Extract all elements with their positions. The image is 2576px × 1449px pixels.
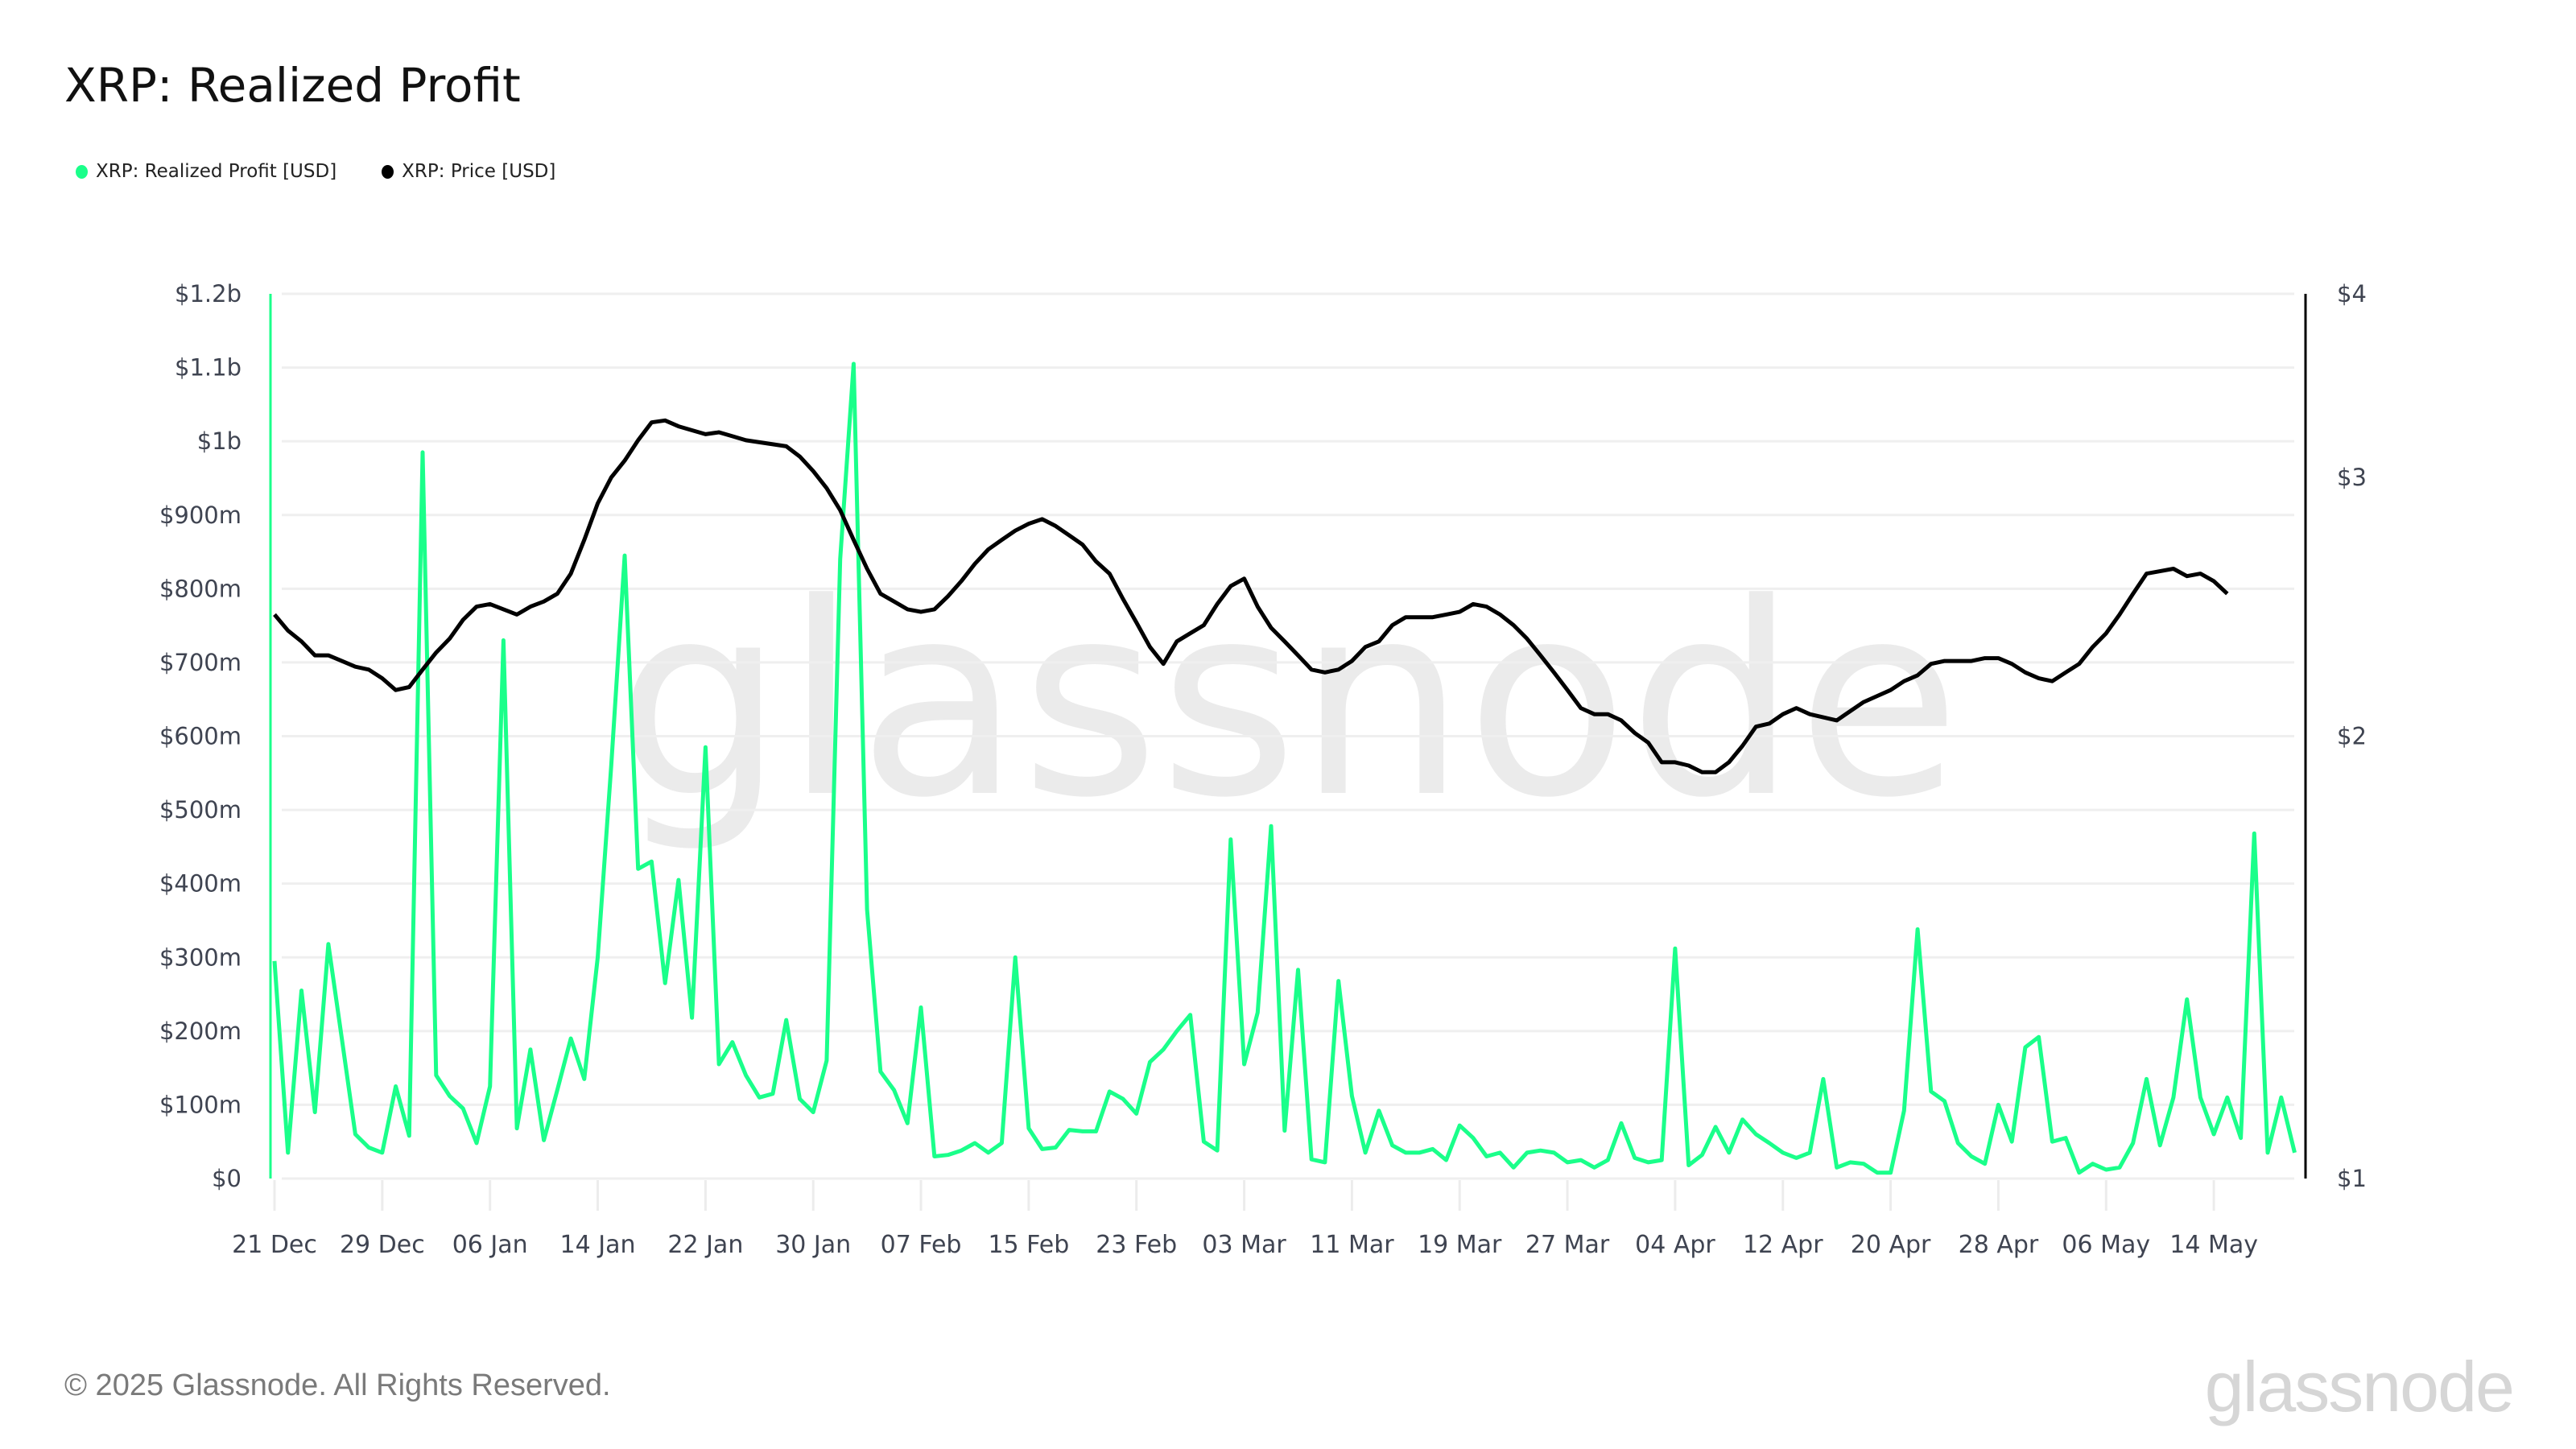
legend-label: XRP: Price [USD] (402, 161, 556, 182)
y-axis-left: $0 $100m $200m $300m $400m $500m $600m $700m $80… (159, 280, 272, 1192)
x-tick-label: 20 Apr (1851, 1231, 1931, 1259)
y2-tick-label: $1 (2337, 1165, 2367, 1192)
y-tick-label: $100m (159, 1091, 242, 1118)
gridlines (282, 292, 2294, 1180)
x-tick-label: 27 Mar (1525, 1231, 1610, 1259)
y-tick-label: $400m (159, 870, 242, 898)
legend-item-price[interactable]: XRP: Price [USD] (382, 161, 555, 182)
y2-tick-label: $3 (2337, 464, 2367, 491)
x-tick-label: 07 Feb (881, 1231, 962, 1259)
y-tick-label: $200m (159, 1018, 242, 1045)
y-tick-label: $1.1b (175, 354, 242, 382)
copyright-text: © 2025 Glassnode. All Rights Reserved. (64, 1368, 611, 1402)
x-tick-label: 06 May (2062, 1231, 2150, 1259)
legend: XRP: Realized Profit [USD] XRP: Price [U… (76, 161, 555, 182)
x-tick-label: 06 Jan (452, 1231, 528, 1259)
legend-label: XRP: Realized Profit [USD] (96, 161, 337, 182)
x-tick-label: 15 Feb (988, 1231, 1069, 1259)
x-tick-label: 22 Jan (667, 1231, 743, 1259)
x-tick-label: 03 Mar (1202, 1231, 1286, 1259)
legend-dot-icon (76, 164, 88, 179)
y-tick-label: $300m (159, 943, 242, 971)
x-tick-label: 14 Jan (560, 1231, 636, 1259)
legend-dot-icon (382, 164, 394, 179)
y-tick-label: $900m (159, 502, 242, 529)
y-tick-label: $800m (159, 575, 242, 602)
x-tick-label: 12 Apr (1743, 1231, 1823, 1259)
x-tick-label: 14 May (2169, 1231, 2258, 1259)
price-line[interactable] (273, 418, 2229, 774)
y-tick-label: $1.2b (175, 280, 242, 308)
x-tick-label: 29 Dec (340, 1231, 425, 1259)
chart-title: XRP: Realized Profit (64, 58, 521, 113)
x-axis: 21 Dec 29 Dec 06 Jan 14 Jan 22 Jan 30 Jan 07 F… (232, 1180, 2258, 1259)
y-tick-label: $0 (212, 1165, 242, 1192)
legend-item-realized-profit[interactable]: XRP: Realized Profit [USD] (76, 161, 336, 182)
x-tick-label: 30 Jan (775, 1231, 851, 1259)
y-tick-label: $500m (159, 796, 242, 824)
x-tick-label: 11 Mar (1310, 1231, 1394, 1259)
realized-profit-line[interactable] (272, 361, 2297, 1175)
x-tick-label: 28 Apr (1959, 1231, 2039, 1259)
x-tick-label: 19 Mar (1418, 1231, 1502, 1259)
x-tick-label: 04 Apr (1635, 1231, 1715, 1259)
x-tick-label: 23 Feb (1096, 1231, 1177, 1259)
x-tick-label: 21 Dec (232, 1231, 317, 1259)
y-tick-label: $700m (159, 649, 242, 676)
y-tick-label: $600m (159, 723, 242, 750)
y2-tick-label: $2 (2337, 723, 2367, 750)
glassnode-logo: glassnode (2204, 1347, 2515, 1426)
y2-tick-label: $4 (2337, 280, 2367, 308)
y-tick-label: $1b (197, 427, 242, 455)
y-axis-right: $1 $2 $3 $4 (2304, 280, 2367, 1192)
